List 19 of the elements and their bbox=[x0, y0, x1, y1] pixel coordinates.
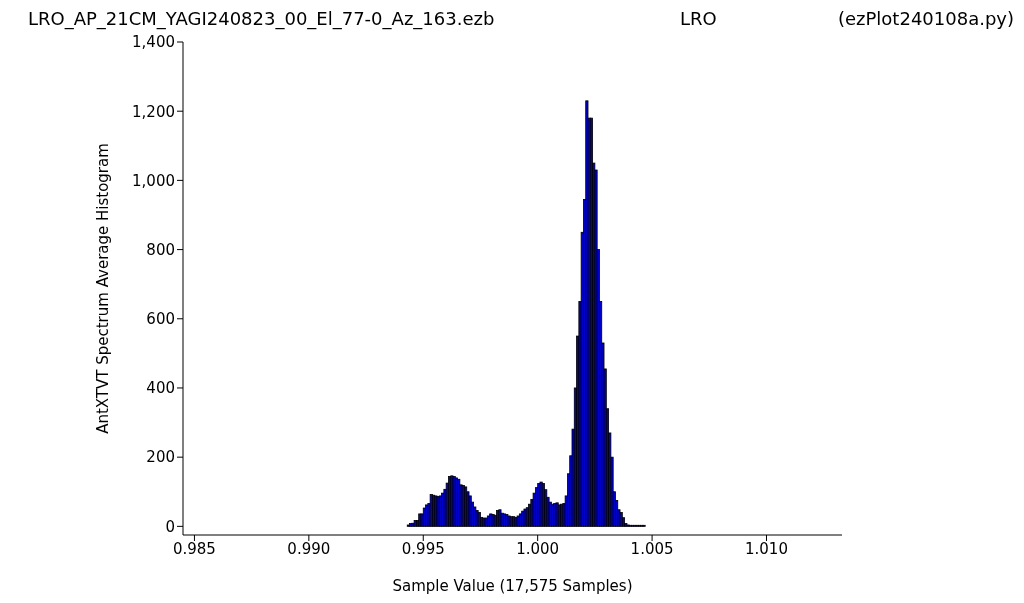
y-tick-label: 200 bbox=[146, 448, 175, 467]
text: LRO bbox=[680, 8, 717, 29]
y-tick-label: 1,400 bbox=[132, 33, 175, 52]
x-tick-label: 0.985 bbox=[172, 539, 216, 558]
y-axis-title: AntXTVT Spectrum Average Histogram bbox=[94, 143, 113, 434]
x-tick-label: 1.005 bbox=[630, 539, 674, 558]
y-tick-label: 0 bbox=[165, 517, 175, 536]
x-tick-label: 1.010 bbox=[745, 539, 788, 558]
y-tick-label: 1,000 bbox=[132, 171, 175, 190]
x-tick-label: 0.990 bbox=[287, 539, 331, 558]
x-tick-label: 0.995 bbox=[401, 539, 445, 558]
y-tick-label: 400 bbox=[146, 379, 175, 398]
y-tick-label: 1,200 bbox=[132, 102, 175, 121]
chart-title: LRO_AP_21CM_YAGI240823_00_El_77-0_Az_163.ezb bbox=[28, 8, 495, 29]
y-tick-label: 600 bbox=[146, 310, 175, 329]
y-tick-label: 800 bbox=[146, 240, 175, 259]
text: (ezPlot240108a.py) bbox=[837, 8, 1014, 29]
x-tick-label: 1.000 bbox=[516, 539, 560, 558]
x-axis-title: Sample Value (17,575 Samples) bbox=[392, 577, 633, 595]
